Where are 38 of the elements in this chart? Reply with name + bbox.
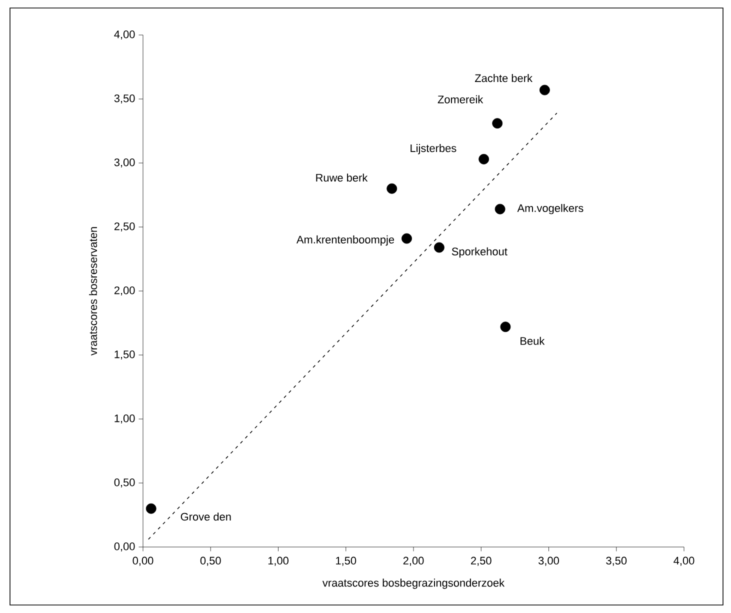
point (500, 322, 511, 332)
x-tick-label: 2,00 (403, 556, 424, 566)
annotation: Am.krentenboompje (296, 235, 394, 246)
point (494, 204, 506, 214)
y-tick-label: 1,00 (114, 414, 135, 424)
point (539, 84, 550, 96)
y-tick-label: 3,50 (114, 94, 135, 104)
y-tick-label: 2,00 (114, 286, 135, 296)
annotation: Beuk (520, 336, 545, 345)
y-tick-label: 1,50 (114, 350, 135, 360)
x-tick-label: 0,50 (200, 556, 221, 566)
x-tick-label: 3,00 (538, 556, 559, 566)
x-tick-label: 3,50 (606, 556, 627, 566)
y-tick-label: 0,50 (114, 478, 135, 488)
point (146, 503, 156, 514)
x-tick-label: 4,00 (674, 556, 694, 566)
point (492, 118, 503, 129)
point (386, 183, 398, 194)
y-tick-label: 3,00 (114, 158, 135, 168)
y-axis-title: vraatscores bosreservaten (89, 227, 98, 356)
x-tick-label: 1,50 (336, 556, 356, 566)
annotation: Zachte berk (474, 74, 532, 82)
y-tick-label: 4,00 (114, 30, 135, 40)
point (402, 233, 412, 244)
point (434, 242, 444, 253)
y-tick-label: 2,50 (114, 222, 135, 232)
annotation: Sporkehout (452, 247, 508, 258)
x-tick-label: 2,50 (471, 556, 492, 566)
annotation: Grove den (180, 512, 231, 521)
point (478, 154, 490, 164)
annotation: Zomereik (438, 95, 484, 104)
x-tick-label: 0,00 (132, 556, 154, 566)
annotation: Am.vogelkers (517, 204, 584, 214)
y-tick-label: 0,00 (114, 542, 135, 552)
annotation: Ruwe berk (316, 174, 368, 182)
annotation: Lijsterbes (410, 144, 456, 154)
x-tick-label: 1,00 (268, 556, 288, 566)
x-axis-title: vraatscores bosbegrazingsonderzoek (322, 578, 505, 589)
